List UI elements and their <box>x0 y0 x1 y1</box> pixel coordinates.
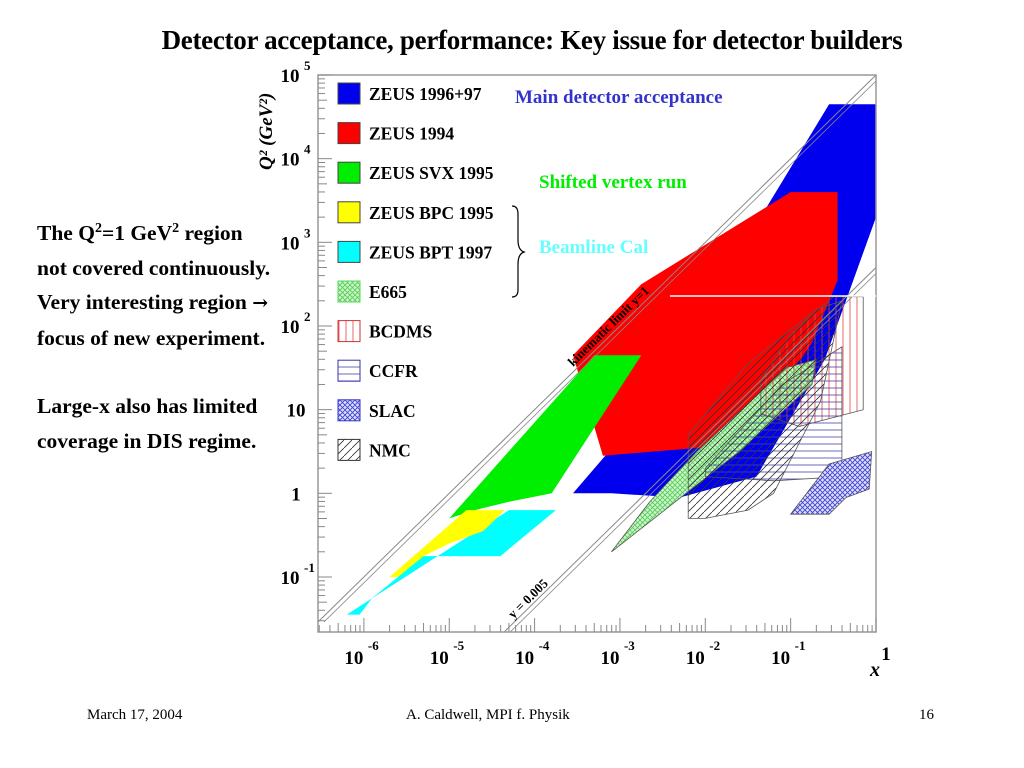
footer-author: A. Caldwell, MPI f. Physik <box>406 707 570 723</box>
legend-item: ZEUS 1996+97 <box>337 82 482 105</box>
line-kinematic-limit <box>318 75 876 623</box>
legend-label: ZEUS SVX 1995 <box>369 163 494 183</box>
x-tick-label: 10 <box>771 648 790 669</box>
y-tick-label: 10 <box>287 401 306 422</box>
y-tick-label: 10 <box>281 150 300 171</box>
legend-swatch <box>337 82 361 105</box>
y-tick-label: 10 <box>281 233 300 254</box>
legend-label: NMC <box>369 440 411 460</box>
side-text: The Q2=1 GeV2 region not covered continu… <box>37 212 277 492</box>
y-tick-exponent: 4 <box>304 142 311 157</box>
x-tick-exponent: -6 <box>368 638 379 653</box>
plot-frame <box>317 74 877 633</box>
legend-item: NMC <box>337 438 411 461</box>
legend-swatch <box>337 320 361 343</box>
region-zeus-bpt-1997 <box>346 510 556 615</box>
legend-swatch <box>337 399 361 422</box>
legend-swatch <box>337 122 361 145</box>
legend-item: E665 <box>337 280 407 303</box>
footer-page-number: 16 <box>919 707 934 723</box>
x-tick-label: 1 <box>881 644 891 665</box>
region-slac <box>789 450 873 515</box>
side-paragraph-1: The Q2=1 GeV2 region not covered continu… <box>37 212 277 355</box>
slide-title: Detector acceptance, performance: Key is… <box>161 25 903 55</box>
superscript: 2 <box>94 221 102 236</box>
side-paragraph-2: Large-x also has limited coverage in DIS… <box>37 394 258 453</box>
axes: 10 5 10 4 10 3 10 2 10 1 10 -1 10 -6 10 -5 10 -4 10 -3 10 -2 1… <box>256 58 891 681</box>
annotation-shifted-vertex: Shifted vertex run <box>539 172 687 193</box>
legend-item: SLAC <box>337 399 416 422</box>
region-zeus-svx-1995 <box>449 355 642 519</box>
legend-swatch <box>337 161 361 184</box>
legend-item: ZEUS BPC 1995 <box>337 201 494 224</box>
line-y-0-005 <box>503 267 876 632</box>
x-tick-exponent: -3 <box>624 638 635 653</box>
x-tick-exponent: -5 <box>453 638 464 653</box>
y-tick-label: 10 <box>281 66 300 87</box>
x-tick-exponent: -1 <box>795 638 806 653</box>
x-axis-title: x <box>869 659 880 681</box>
legend-item: ZEUS SVX 1995 <box>337 161 494 184</box>
y-axis-title: Q² (GeV²) <box>256 93 277 170</box>
legend-item: BCDMS <box>337 320 432 343</box>
legend-label: BCDMS <box>369 322 432 342</box>
legend-label: ZEUS 1994 <box>369 124 454 144</box>
legend-label: ZEUS 1996+97 <box>369 84 482 104</box>
y-tick-label: 1 <box>291 484 301 505</box>
footer-date: March 17, 2004 <box>87 707 183 723</box>
x-tick-exponent: -4 <box>539 638 550 653</box>
legend-label: E665 <box>369 282 407 302</box>
arrow-symbol: → <box>252 292 269 315</box>
legend-label: ZEUS BPC 1995 <box>369 203 494 223</box>
legend-label: CCFR <box>369 361 418 381</box>
text-run: focus of new experiment. <box>37 325 266 350</box>
x-tick-label: 10 <box>686 648 705 669</box>
region-nmc <box>687 300 843 519</box>
annotation-beamline-cal: Beamline Cal <box>539 237 649 258</box>
y-tick-exponent: 5 <box>304 58 311 73</box>
legend-swatch <box>337 280 361 303</box>
y-tick-exponent: 2 <box>304 309 311 324</box>
legend-brace <box>511 205 526 298</box>
legend: ZEUS 1996+97 ZEUS 1994 ZEUS SVX 1995 ZEUS B… <box>337 82 526 461</box>
legend-item: ZEUS 1994 <box>337 122 454 145</box>
text-run: region not covered continuously. Very in… <box>37 221 271 315</box>
legend-label: ZEUS BPT 1997 <box>369 242 492 262</box>
superscript: 2 <box>172 221 180 236</box>
legend-swatch <box>337 201 361 224</box>
x-tick-exponent: -2 <box>709 638 720 653</box>
text-run: The Q <box>37 221 95 246</box>
x-tick-label: 10 <box>515 648 534 669</box>
legend-item: ZEUS BPT 1997 <box>337 240 492 263</box>
x-tick-label: 10 <box>344 648 363 669</box>
annotation-main-detector: Main detector acceptance <box>515 87 723 108</box>
y-tick-exponent: -1 <box>304 560 315 575</box>
x-tick-label: 10 <box>600 648 619 669</box>
legend-swatch <box>337 240 361 263</box>
y-tick-label: 10 <box>281 568 300 589</box>
legend-item: CCFR <box>337 359 418 382</box>
legend-swatch <box>337 438 361 461</box>
text-run: =1 GeV <box>101 221 173 246</box>
y-tick-label: 10 <box>281 317 300 338</box>
y-tick-exponent: 3 <box>304 225 311 240</box>
legend-label: SLAC <box>369 401 416 421</box>
region-zeus-bpc-1995 <box>389 510 505 577</box>
x-tick-label: 10 <box>430 648 449 669</box>
legend-swatch <box>337 359 361 382</box>
